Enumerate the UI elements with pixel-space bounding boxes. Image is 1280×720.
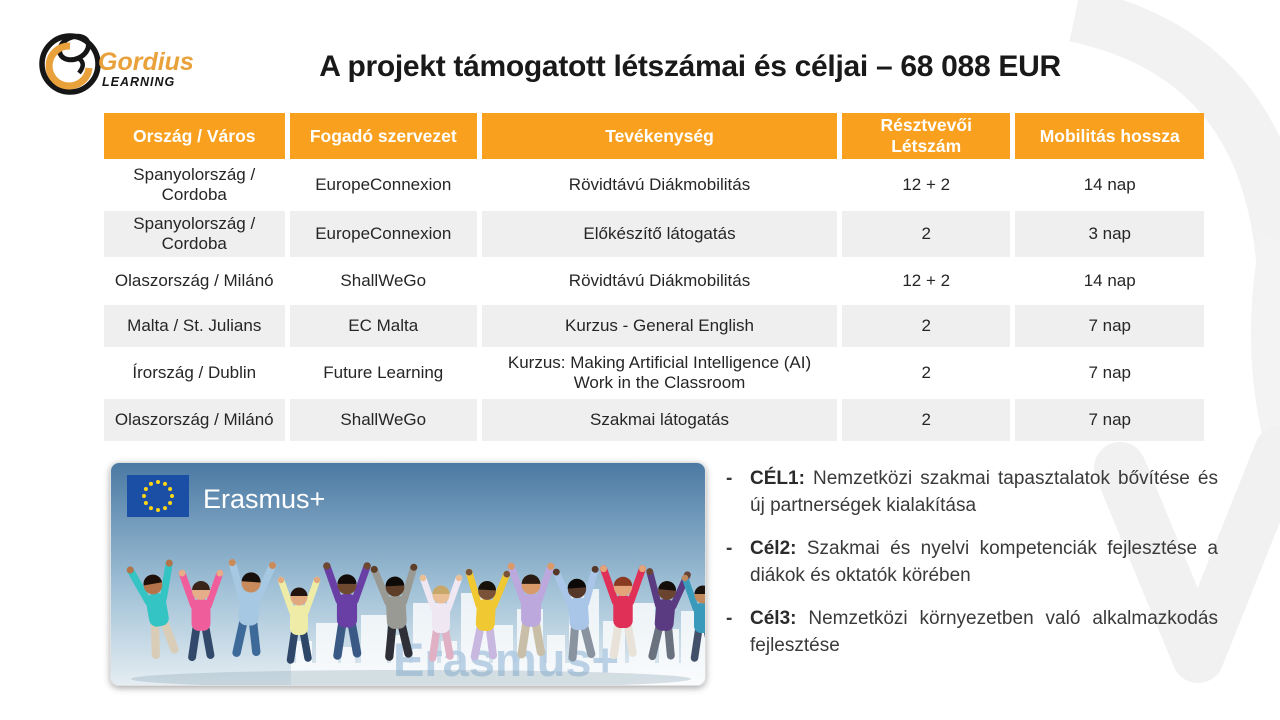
table-cell: Írország / Dublin — [104, 350, 285, 397]
table-cell: Spanyolország / Cordoba — [104, 211, 285, 258]
goal-label: Cél3: — [750, 607, 797, 629]
table-cell: EuropeConnexion — [289, 211, 478, 258]
col-header-host: Fogadó szervezet — [289, 113, 478, 159]
logo-sub-text: LEARNING — [102, 75, 175, 89]
gordius-logo: Gordius LEARNING — [39, 33, 194, 95]
erasmus-photo: Erasmus+ Erasmus+ — [110, 462, 706, 686]
goal-item: - Cél3: Nemzetközi környezetben való alka… — [726, 606, 1218, 660]
col-header-duration: Mobilitás hossza — [1015, 113, 1204, 159]
erasmus-flag-label: Erasmus+ — [203, 484, 325, 514]
table-row: Olaszország / Milánó ShallWeGo Rövidtávú D… — [104, 260, 1204, 303]
table-cell: 2 — [842, 350, 1011, 397]
col-header-country: Ország / Város — [104, 113, 285, 159]
table-cell: Olaszország / Milánó — [104, 399, 285, 442]
goal-text: Cél2: Szakmai és nyelvi kompetenciák fej… — [750, 537, 1218, 586]
table-cell: 7 nap — [1015, 305, 1204, 348]
table-cell: Malta / St. Julians — [104, 305, 285, 348]
table-row: Írország / Dublin Future Learning Kurzus: … — [104, 350, 1204, 397]
col-header-participants: Résztvevői Létszám — [842, 113, 1011, 159]
goal-label: Cél2: — [750, 537, 797, 559]
table-cell: Előkészítő látogatás — [482, 211, 837, 258]
project-table: Ország / Város Fogadó szervezet Tevékeny… — [99, 110, 1209, 444]
table-cell: 3 nap — [1015, 211, 1204, 258]
goal-label: CÉL1: — [750, 468, 805, 489]
table-cell: EC Malta — [289, 305, 478, 348]
gordius-knot-icon — [39, 33, 101, 95]
table-cell: 2 — [842, 399, 1011, 442]
table-cell: Szakmai látogatás — [482, 399, 837, 442]
table-row: Spanyolország / Cordoba EuropeConnexion El… — [104, 211, 1204, 258]
table-cell: 14 nap — [1015, 162, 1204, 209]
table-cell: 12 + 2 — [842, 162, 1011, 209]
goal-item: - Cél2: Szakmai és nyelvi kompetenciák fe… — [726, 536, 1218, 590]
table-cell: 12 + 2 — [842, 260, 1011, 303]
table-cell: 14 nap — [1015, 260, 1204, 303]
table-cell: EuropeConnexion — [289, 162, 478, 209]
slide-title: A projekt támogatott létszámai és céljai… — [319, 50, 1061, 83]
table-cell: ShallWeGo — [289, 260, 478, 303]
table-cell: Rövidtávú Diákmobilitás — [482, 260, 837, 303]
goal-text: Cél3: Nemzetközi környezetben való alkal… — [750, 607, 1218, 656]
table-cell: Future Learning — [289, 350, 478, 397]
table-row: Olaszország / Milánó ShallWeGo Szakmai lát… — [104, 399, 1204, 442]
goal-text: CÉL1: Nemzetközi szakmai tapasztalatok b… — [750, 468, 1218, 516]
table-body: Spanyolország / Cordoba EuropeConnexion Rö… — [104, 162, 1204, 442]
table-cell: Spanyolország / Cordoba — [104, 162, 285, 209]
table-cell: 2 — [842, 305, 1011, 348]
goals-list: - CÉL1: Nemzetközi szakmai tapasztalatok … — [726, 466, 1218, 676]
bullet-dash: - — [726, 607, 733, 629]
table-cell: Rövidtávú Diákmobilitás — [482, 162, 837, 209]
table-cell: 7 nap — [1015, 350, 1204, 397]
table-row: Spanyolország / Cordoba EuropeConnexion Rö… — [104, 162, 1204, 209]
table-cell: 7 nap — [1015, 399, 1204, 442]
table-cell: Kurzus - General English — [482, 305, 837, 348]
table-cell: Olaszország / Milánó — [104, 260, 285, 303]
table-cell: Kurzus: Making Artificial Intelligence (… — [482, 350, 837, 397]
eu-flag-icon — [127, 475, 189, 517]
table-cell: 2 — [842, 211, 1011, 258]
bullet-dash: - — [726, 537, 733, 559]
bullet-dash: - — [726, 468, 733, 489]
ground-shadow — [131, 670, 691, 685]
logo-brand-text: Gordius — [98, 48, 194, 76]
col-header-activity: Tevékenység — [482, 113, 837, 159]
table-header-row: Ország / Város Fogadó szervezet Tevékeny… — [104, 113, 1204, 159]
table-row: Malta / St. Julians EC Malta Kurzus - Gene… — [104, 305, 1204, 348]
goal-item: - CÉL1: Nemzetközi szakmai tapasztalatok … — [726, 466, 1218, 520]
table-cell: ShallWeGo — [289, 399, 478, 442]
